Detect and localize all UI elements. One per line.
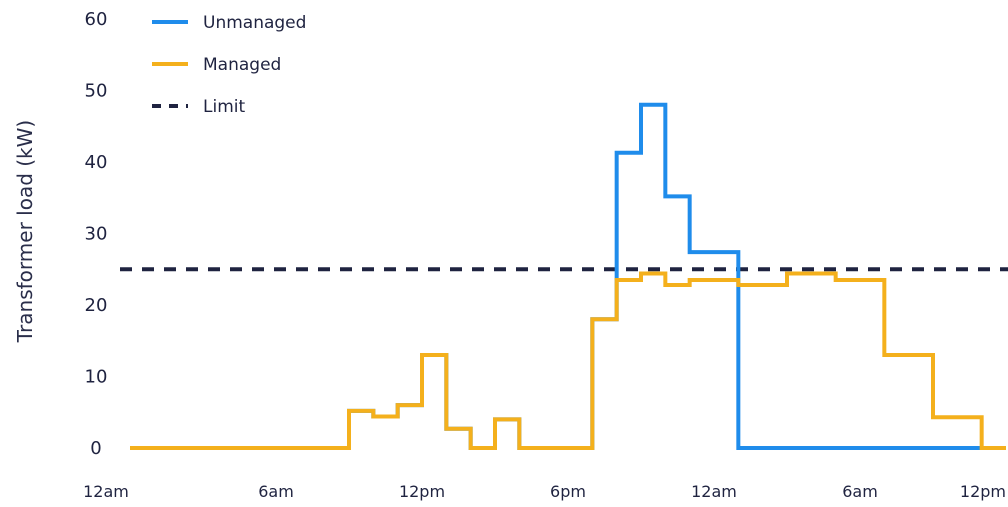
y-axis-label-group: Transformer load (kW) [13,120,37,343]
y-tick-label: 20 [85,295,108,316]
x-tick-label: 12pm [399,482,445,501]
legend-label-managed: Managed [203,55,281,75]
y-tick-labels: 0 10 20 30 40 50 60 [85,9,108,459]
plot-area [120,102,1008,450]
x-tick-label: 12pm [960,482,1006,501]
legend-entry-limit: Limit [152,97,245,117]
legend: Unmanaged Managed Limit [152,13,306,117]
x-tick-label: 12am [691,482,737,501]
y-tick-label: 10 [85,367,108,388]
x-tick-label: 6am [258,482,294,501]
y-tick-label: 60 [85,9,108,30]
y-tick-label: 50 [85,81,108,102]
series-line-unmanaged [130,102,1006,450]
y-tick-label: 30 [85,224,108,245]
y-tick-label: 0 [90,438,101,459]
y-tick-label: 40 [85,152,108,173]
x-tick-labels: 12am 6am 12pm 6pm 12am 6am 12pm [83,482,1006,501]
x-tick-label: 6am [842,482,878,501]
legend-label-limit: Limit [203,97,245,117]
x-tick-label: 12am [83,482,129,501]
legend-entry-unmanaged: Unmanaged [152,13,306,33]
legend-label-unmanaged: Unmanaged [203,13,306,33]
legend-entry-managed: Managed [152,55,281,75]
x-tick-label: 6pm [550,482,586,501]
series-line-managed [130,271,1006,450]
y-axis-label: Transformer load (kW) [13,120,37,343]
